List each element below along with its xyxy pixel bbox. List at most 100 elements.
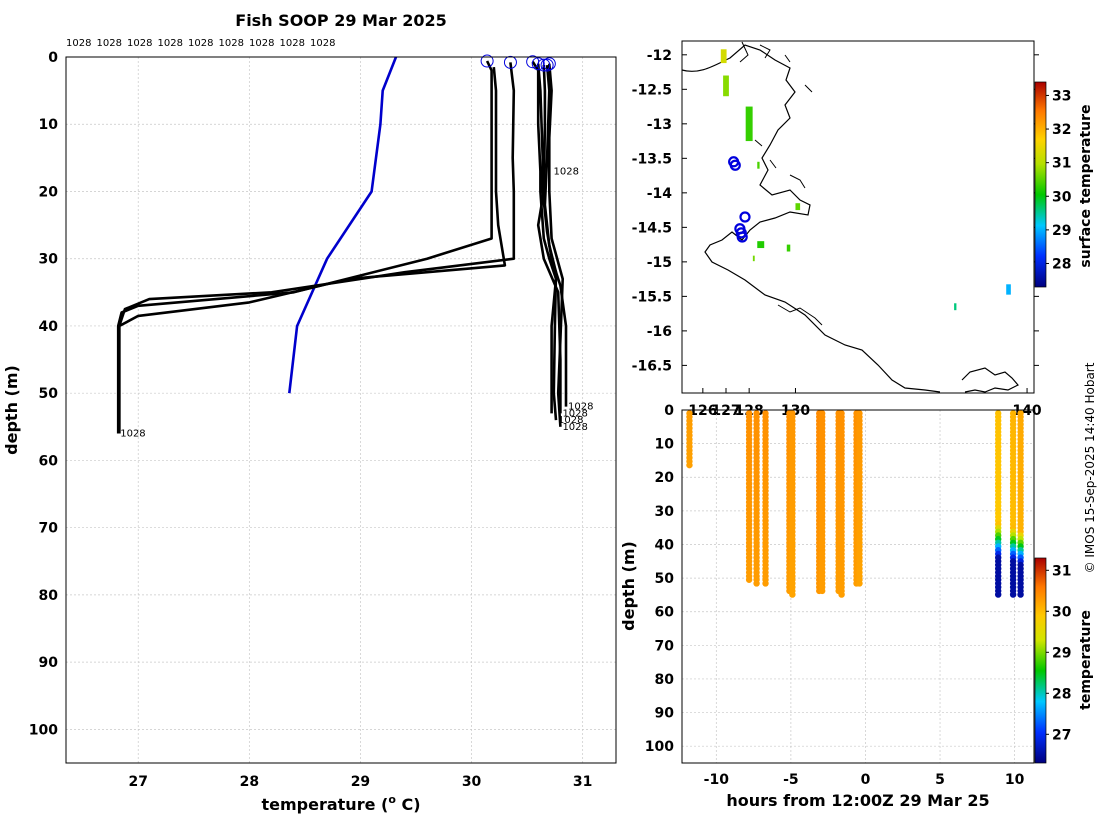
- time-depth-points: [686, 410, 1024, 598]
- sst-patch: [786, 244, 791, 252]
- map-y-tick-label: -13.5: [632, 151, 672, 167]
- map-colorbar: [1034, 81, 1047, 288]
- profile-y-label: depth (m): [2, 365, 21, 455]
- profile-top-label: 1028: [280, 38, 305, 49]
- credit-text: © IMOS 15-Sep-2025 14:40 Hobart: [1083, 362, 1097, 573]
- cast-point: [995, 591, 1002, 598]
- profile-y-tick-label: 80: [39, 588, 59, 604]
- ship-track: [728, 156, 751, 243]
- profile-end-label: 1028: [568, 402, 593, 413]
- profile-end-label: 1028: [562, 422, 587, 433]
- temp-colorbar-tick-label: 30: [1052, 604, 1072, 620]
- map-colorbar-tick-label: 33: [1052, 88, 1071, 104]
- coastline-east: [961, 367, 1019, 393]
- profile-y-tick-label: 50: [39, 386, 59, 402]
- profile-y-tick-label: 20: [39, 184, 59, 200]
- profile-x-tick-label: 30: [462, 774, 482, 790]
- profile-top-label: 1028: [249, 38, 274, 49]
- profile-lines: [116, 54, 568, 434]
- temp-colorbar-tick-label: 31: [1052, 563, 1071, 579]
- map-x-tick-label: 126: [688, 403, 717, 419]
- track-point: [736, 231, 748, 243]
- profile-line-profile-3: [118, 66, 507, 434]
- profile-x-tick-label: 29: [351, 774, 370, 790]
- sst-patch: [1006, 284, 1011, 295]
- cast-point: [819, 587, 826, 595]
- profile-x-tick-label: 31: [573, 774, 592, 790]
- time-y-tick-label: 40: [655, 537, 675, 553]
- time-x-tick-label: -5: [783, 772, 799, 788]
- sst-patch: [752, 255, 755, 262]
- cast-point: [762, 580, 769, 587]
- islands-north: [739, 41, 823, 326]
- sst-patch: [757, 241, 765, 249]
- surface-marker: [480, 54, 494, 68]
- profile-y-tick-label: 60: [39, 453, 59, 469]
- time-depth-x-label: hours from 12:00Z 29 Mar 25: [726, 791, 989, 810]
- map-colorbar-tick-label: 29: [1052, 223, 1071, 239]
- time-depth-frame: [681, 409, 1035, 764]
- time-y-tick-label: 100: [645, 739, 674, 755]
- time-y-tick-label: 30: [655, 504, 675, 520]
- profile-top-label: 1028: [127, 38, 152, 49]
- profile-line-profile-2: [118, 62, 516, 434]
- profile-line-profile-4: [531, 61, 558, 414]
- map-colorbar-label: surface temperature: [1078, 104, 1094, 267]
- time-y-tick-label: 50: [655, 571, 675, 587]
- profile-plot: Fish SOOP 29 Mar 2025 102810281028102810…: [2, 11, 617, 814]
- sst-patch: [745, 106, 753, 142]
- map-y-tick-label: -12.5: [632, 82, 672, 98]
- time-depth-y-label: depth (m): [619, 541, 638, 631]
- map-y-tick-label: -15.5: [632, 289, 672, 305]
- surface-marker: [503, 55, 517, 69]
- profile-end-label: 1028: [562, 408, 587, 419]
- profile-end-label: 1028: [558, 415, 583, 426]
- cast-point: [1009, 591, 1017, 598]
- surface-marker: [540, 58, 554, 72]
- map-frame: [681, 40, 1035, 394]
- cast-point: [838, 591, 845, 598]
- map-y-tick-label: -16: [647, 324, 672, 340]
- map-y-ticks: -12 -12.5 -13 -13.5 -14 -14.5 -15 -15.5 -16 -16.5: [632, 48, 1039, 374]
- profile-line-climatology: [288, 56, 398, 394]
- map-y-tick-label: -14: [647, 186, 673, 202]
- map-y-tick-label: -16.5: [632, 358, 672, 374]
- sst-patch: [757, 161, 760, 169]
- profile-x-tick-label: 27: [128, 774, 147, 790]
- temp-colorbar-label: temperature: [1078, 610, 1094, 710]
- profile-y-tick-label: 100: [29, 722, 58, 738]
- cast-point: [745, 576, 753, 583]
- time-x-tick-label: 0: [861, 772, 871, 788]
- time-x-tick-label: 10: [1005, 772, 1025, 788]
- map-plot: -12 -12.5 -13 -13.5 -14 -14.5 -15 -15.5 -16 -16.5…: [632, 40, 1094, 419]
- surface-marker: [531, 57, 545, 71]
- profile-top-labels: 1028 1028 1028 1028 1028 1028 1028 1028 1028: [66, 38, 335, 49]
- sst-patch: [723, 75, 729, 97]
- map-y-tick-label: -12: [647, 48, 672, 64]
- temp-colorbar-tick-label: 28: [1052, 686, 1071, 702]
- profile-end-label: 1028: [120, 429, 145, 440]
- track-point: [729, 159, 741, 171]
- cast-point: [856, 580, 863, 587]
- sst-patch: [954, 303, 957, 311]
- map-y-tick-label: -14.5: [632, 220, 672, 236]
- profile-frame: [65, 56, 617, 764]
- map-x-ticks: 126127128130140: [688, 388, 1042, 419]
- profile-y-tick-label: 40: [39, 319, 59, 335]
- profile-title: Fish SOOP 29 Mar 2025: [235, 11, 446, 30]
- cast-point: [686, 461, 693, 469]
- map-colorbar-ticks: 28 29 30 31 32 33: [1046, 88, 1072, 272]
- profile-line-profile-8: [548, 63, 564, 427]
- profile-x-ticks: 27 28 29 30 31: [128, 774, 592, 790]
- time-y-tick-label: 20: [655, 470, 675, 486]
- profile-top-label: 1028: [219, 38, 244, 49]
- profile-y-tick-label: 30: [39, 252, 59, 268]
- time-y-tick-label: 80: [655, 672, 675, 688]
- cast-point: [789, 591, 796, 598]
- temp-colorbar-tick-label: 27: [1052, 727, 1071, 743]
- surface-marker: [542, 57, 556, 71]
- profile-line-profile-7: [543, 64, 558, 421]
- profile-top-label: 1028: [310, 38, 335, 49]
